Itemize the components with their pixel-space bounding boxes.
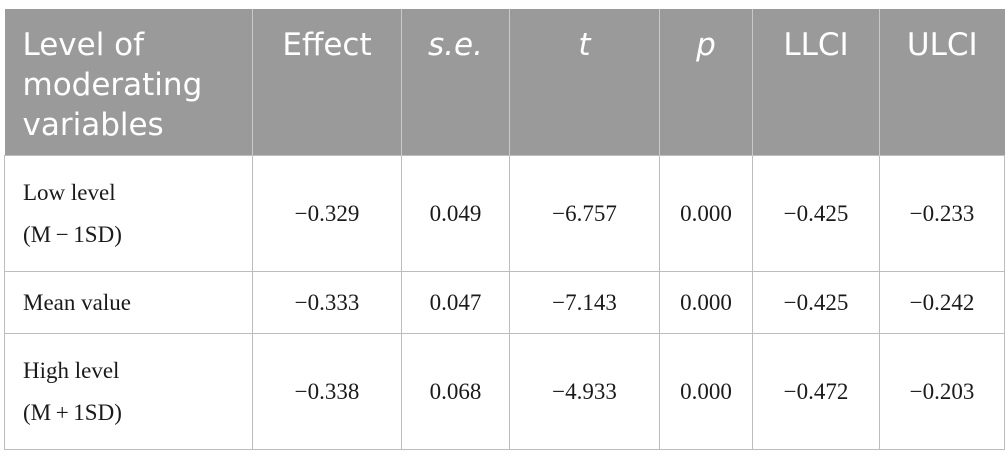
row-label: Low level	[23, 179, 116, 205]
row-label: High level	[23, 357, 120, 383]
cell-se: 0.049	[401, 155, 510, 272]
cell-effect: −0.338	[252, 333, 402, 450]
table-body: Low level (M − 1SD) −0.329 0.049 −6.757 …	[4, 155, 1005, 450]
row-label-cell: Mean value	[4, 271, 253, 334]
header-standard-error: s.e.	[401, 9, 510, 156]
cell-p: 0.000	[659, 333, 753, 450]
cell-llci: −0.472	[752, 333, 880, 450]
cell-p: 0.000	[659, 271, 753, 334]
row-label: Mean value	[23, 289, 131, 315]
cell-effect: −0.333	[252, 271, 402, 334]
table-header: Level of moderating variables Effect s.e…	[4, 9, 1005, 156]
cell-llci: −0.425	[752, 271, 880, 334]
row-label-cell: High level (M + 1SD)	[4, 333, 253, 450]
row-label-cell: Low level (M − 1SD)	[4, 155, 253, 272]
cell-se: 0.068	[401, 333, 510, 450]
table-row: Low level (M − 1SD) −0.329 0.049 −6.757 …	[4, 155, 1005, 272]
table-row: Mean value −0.333 0.047 −7.143 0.000 −0.…	[4, 271, 1005, 334]
header-p: p	[659, 9, 753, 156]
cell-ulci: −0.242	[879, 271, 1005, 334]
header-llci: LLCI	[752, 9, 880, 156]
moderation-effects-table: Level of moderating variables Effect s.e…	[4, 9, 1005, 450]
moderation-effects-table-container: Level of moderating variables Effect s.e…	[4, 9, 1005, 450]
header-ulci: ULCI	[879, 9, 1005, 156]
cell-llci: −0.425	[752, 155, 880, 272]
cell-ulci: −0.203	[879, 333, 1005, 450]
row-label-sub: (M − 1SD)	[23, 221, 122, 247]
header-t: t	[509, 9, 660, 156]
cell-ulci: −0.233	[879, 155, 1005, 272]
row-label-sub: (M + 1SD)	[23, 399, 122, 425]
cell-t: −7.143	[509, 271, 660, 334]
header-effect: Effect	[252, 9, 402, 156]
cell-t: −6.757	[509, 155, 660, 272]
cell-effect: −0.329	[252, 155, 402, 272]
header-level-of-moderating-variables: Level of moderating variables	[4, 9, 253, 156]
cell-t: −4.933	[509, 333, 660, 450]
table-row: High level (M + 1SD) −0.338 0.068 −4.933…	[4, 333, 1005, 450]
cell-se: 0.047	[401, 271, 510, 334]
cell-p: 0.000	[659, 155, 753, 272]
header-row: Level of moderating variables Effect s.e…	[4, 9, 1005, 156]
